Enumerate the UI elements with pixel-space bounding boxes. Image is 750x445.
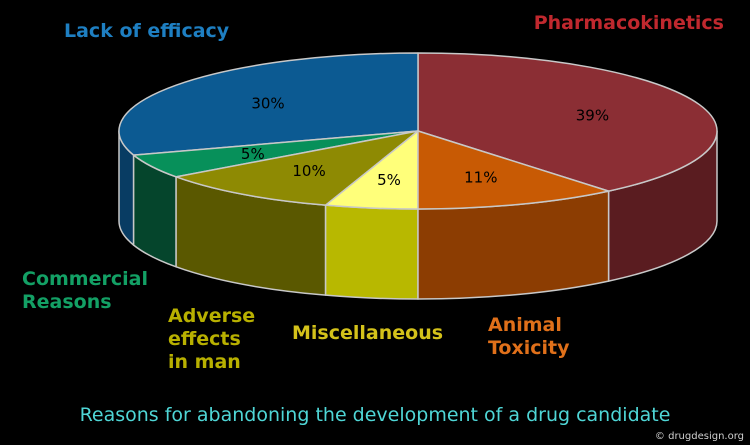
pie-slice-adverse-effects-in-man	[175, 130, 419, 206]
pie-value-labels: 39% 30% 5% 10% 5% 11%	[241, 95, 609, 189]
label-adverse-effects: Adverse effects in man	[168, 305, 256, 373]
label-animal-toxicity: Animal Toxicity	[488, 314, 570, 359]
pie-value-lack-of-efficacy: 30%	[251, 95, 284, 113]
label-pharmacokinetics: Pharmacokinetics	[533, 12, 724, 34]
pie-value-adverse-effects-in-man: 10%	[292, 162, 325, 180]
pie-chart: 39% 30% 5% 10% 5% 11%	[118, 52, 718, 300]
label-lack-of-efficacy: Lack of efficacy	[64, 20, 230, 42]
pie-sides	[118, 130, 718, 300]
pie-value-pharmacokinetics: 39%	[576, 107, 609, 125]
credit-text: © drugdesign.org	[654, 431, 744, 442]
pie-value-commercial-reasons: 5%	[241, 145, 265, 163]
pie-value-animal-toxicity: 11%	[464, 169, 497, 187]
label-commercial-reasons: Commercial Reasons	[22, 268, 148, 313]
pie-slice-lack-of-efficacy	[118, 52, 419, 156]
label-miscellaneous: Miscellaneous	[292, 322, 444, 344]
pie-side-miscellaneous	[324, 204, 419, 300]
pie-slice-animal-toxicity	[417, 130, 610, 210]
pie-slice-pharmacokinetics	[417, 52, 718, 192]
pie-value-miscellaneous: 5%	[377, 171, 401, 189]
chart-title: Reasons for abandoning the development o…	[79, 404, 671, 426]
pie-top	[118, 52, 718, 210]
